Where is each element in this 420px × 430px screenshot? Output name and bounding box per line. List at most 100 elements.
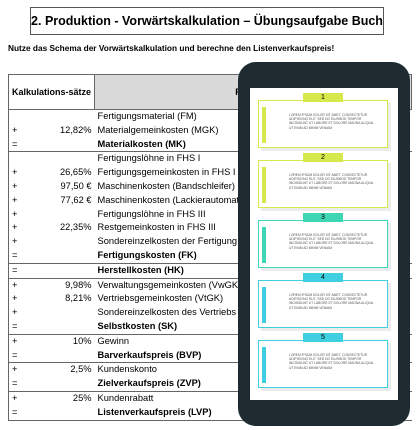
operator: + [12,167,18,178]
operator: + [8,362,36,378]
card: 3 LOREM IPSUM DOLOR SIT AMET, CONSECTETUR… [258,213,388,268]
table-row: +12,82% Materialgemeinkosten (MGK) [9,124,412,138]
card: 2 LOREM IPSUM DOLOR SIT AMET, CONSECTETUR… [258,153,388,208]
operator: = [12,138,18,149]
table-row: = Listenverkaufspreis (LVP) [9,406,412,420]
table-row: = Fertigungskosten (FK) [9,249,412,263]
operator: = [12,320,18,331]
card: 1 LOREM IPSUM DOLOR SIT AMET, CONSECTETUR… [258,93,388,148]
table-row: +8,21% Vertriebsgemeinkosten (VtGK) [9,292,412,306]
card-text: LOREM IPSUM DOLOR SIT AMET, CONSECTETUR … [289,173,375,190]
position: Fertigungslöhne in FHS III [97,208,206,219]
card: 4 LOREM IPSUM DOLOR SIT AMET, CONSECTETUR… [258,273,388,328]
header-cell: Kalkulations-sätze [7,74,96,110]
operator: + [12,208,18,219]
operator [8,108,36,124]
table-row: = Materialkosten (MK) [9,138,412,152]
rate [36,349,95,363]
rate [36,208,95,222]
operator: + [8,390,36,406]
card-text: LOREM IPSUM DOLOR SIT AMET, CONSECTETUR … [289,293,375,310]
table-row: + Sondereinzelkosten der Fertigung (SEK [9,235,412,249]
position: Fertigungskosten (FK) [97,249,197,260]
rate [36,406,95,420]
rate: 22,35% [59,222,92,233]
operator: + [8,277,36,293]
operator: + [12,124,18,135]
position: Listenverkaufspreis (LVP) [97,406,212,417]
card-edge [262,167,266,203]
card-edge [262,227,266,263]
rate: 10% [35,333,95,349]
table-row: = Barverkaufspreis (BVP) [9,349,412,363]
rate: 2,5% [35,362,95,378]
rate: 9,98% [35,277,95,293]
card-edge [262,287,266,323]
operator: = [8,262,36,279]
position: Vertriebsgemeinkosten (VtGK) [97,293,224,304]
table-row: = Selbstkosten (SK) [9,320,412,334]
card-edge [262,347,266,383]
operator: + [8,333,36,349]
card-text: LOREM IPSUM DOLOR SIT AMET, CONSECTETUR … [289,233,375,250]
position: Maschinenkosten (Lackierautomat) in [97,194,253,205]
operator [8,151,36,167]
position: Restgemeinkosten in FHS III [97,222,216,233]
card-number: 2 [303,153,343,162]
card-number: 1 [303,93,343,102]
operator: + [12,293,18,304]
table-row: +22,35% Restgemeinkosten in FHS III [9,221,412,235]
table-row: +97,50 € Maschinenkosten (Bandschleifer) … [9,180,412,194]
card: 5 LOREM IPSUM DOLOR SIT AMET, CONSECTETUR… [258,333,388,388]
operator: = [12,378,18,389]
phone-mockup: 1 LOREM IPSUM DOLOR SIT AMET, CONSECTETUR… [238,62,410,426]
table-row: + Sondereinzelkosten des Vertriebs (SEK [9,306,412,320]
position: Barverkaufspreis (BVP) [97,349,202,360]
rate: 8,21% [65,293,92,304]
rate: 25% [35,390,95,406]
phone-screen: 1 LOREM IPSUM DOLOR SIT AMET, CONSECTETUR… [250,88,398,400]
position: Maschinenkosten (Bandschleifer) in FH [97,180,260,191]
operator: + [12,236,18,247]
rate [36,235,95,249]
rate [36,377,95,391]
rate [35,108,95,124]
title: 2. Produktion - Vorwärtskalkulation – Üb… [30,7,384,35]
card-number: 3 [303,213,343,222]
table-row: + Fertigungslöhne in FHS III [9,208,412,222]
operator: + [12,222,18,233]
position: Sondereinzelkosten des Vertriebs (SEK [97,307,261,318]
rate [36,320,95,334]
table-row: +77,62 € Maschinenkosten (Lackierautomat)… [9,194,412,208]
table-row: = Zielverkaufspreis (ZVP) [9,377,412,391]
operator: = [12,349,18,360]
position: Zielverkaufspreis (ZVP) [97,378,201,389]
position: Sondereinzelkosten der Fertigung (SEK [97,236,262,247]
operator: + [12,180,18,191]
card-number: 5 [303,333,343,342]
operator: = [12,249,18,260]
rate: 26,65% [59,167,92,178]
operator: = [12,406,18,417]
rate [35,262,95,279]
rate [35,151,95,167]
rate [36,249,95,263]
card-number: 4 [303,273,343,282]
rate: 97,50 € [60,180,92,191]
position: Materialkosten (MK) [97,138,186,149]
card-text: LOREM IPSUM DOLOR SIT AMET, CONSECTETUR … [289,353,375,370]
table-row: +26,65% Fertigungsgemeinkosten in FHS I [9,166,412,180]
instruction: Nutze das Schema der Vorwärtskalkulation… [8,43,335,53]
rate: 12,82% [59,124,92,135]
rate [36,306,95,320]
rate: 77,62 € [60,194,92,205]
position: Fertigungsgemeinkosten in FHS I [97,167,236,178]
card-text: LOREM IPSUM DOLOR SIT AMET, CONSECTETUR … [289,113,375,130]
card-edge [262,107,266,143]
position: Materialgemeinkosten (MGK) [97,124,219,135]
position: Selbstkosten (SK) [97,320,178,331]
rate [36,138,95,152]
operator: + [12,307,18,318]
operator: + [12,194,18,205]
